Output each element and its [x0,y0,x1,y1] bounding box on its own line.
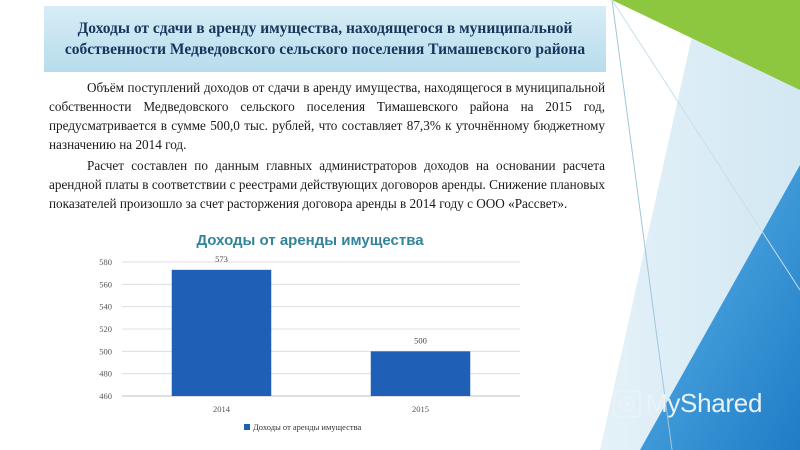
x-tick-label: 2015 [412,404,429,414]
bar [171,269,272,396]
body-paragraph-1: Объём поступлений доходов от сдачи в аре… [49,80,605,152]
y-tick-label: 580 [99,257,112,267]
y-tick-label: 560 [99,279,112,289]
deco-thin-line [611,0,673,450]
x-tick-label: 2014 [213,404,231,414]
data-label: 500 [414,335,427,345]
myshared-logo-icon [613,389,641,418]
y-tick-label: 460 [99,391,112,401]
y-tick-label: 500 [99,346,112,356]
watermark-text: MyShared [646,388,763,418]
legend-label: Доходы от аренды имущества [253,422,362,432]
y-tick-label: 520 [99,324,112,334]
chart-legend: Доходы от аренды имущества [244,422,361,432]
slide-title: Доходы от сдачи в аренду имущества, нахо… [64,20,586,58]
y-tick-label: 540 [99,302,112,312]
deco-blue-triangle [640,165,800,450]
chart-title: Доходы от аренды имущества [196,232,424,249]
watermark: MyShared [612,388,762,419]
title-banner: Доходы от сдачи в аренду имущества, нахо… [44,6,606,72]
deco-green-triangle [612,0,800,90]
body-paragraph-2: Расчет составлен по данным главных админ… [49,158,605,211]
bar [370,351,471,396]
deco-thin-line-2 [611,0,800,291]
data-label: 573 [215,254,228,264]
y-tick-label: 480 [99,369,112,379]
legend-swatch [244,424,250,430]
